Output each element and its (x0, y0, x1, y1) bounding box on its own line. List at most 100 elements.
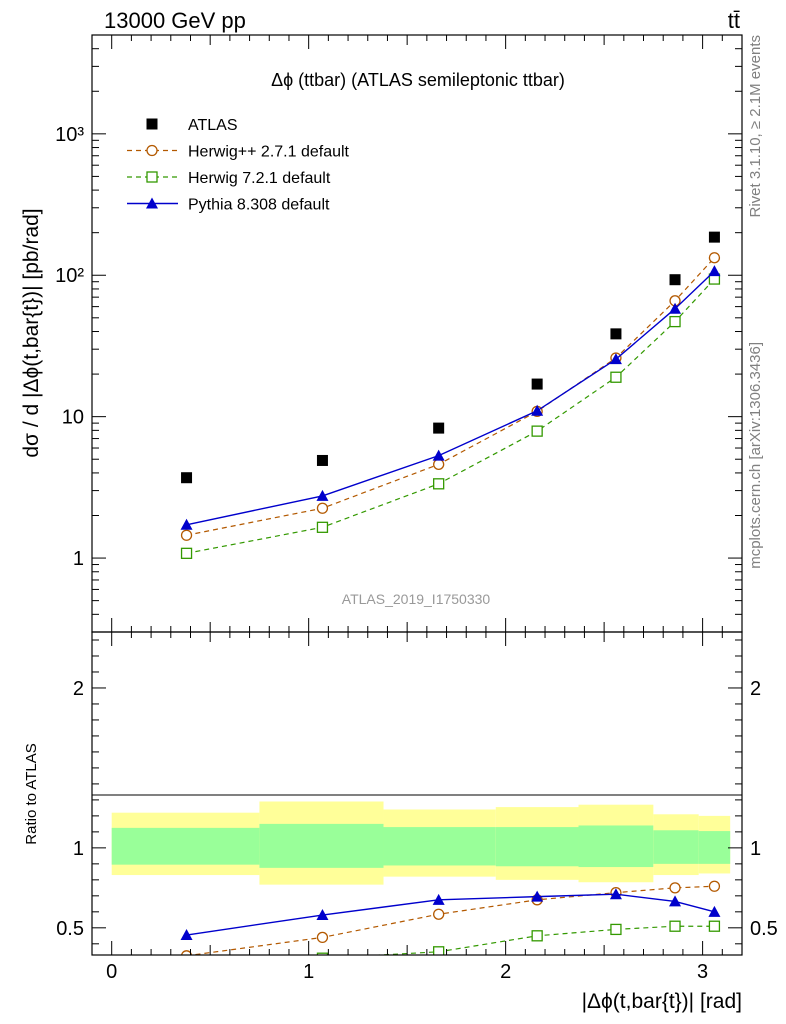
legend-item-herwig-2-7-1-default: Herwig++ 2.7.1 default (127, 144, 350, 161)
mcplots-label: mcplots.cern.ch [arXiv:1306.3436] (747, 342, 764, 569)
stat-uncertainty-band (495, 827, 579, 867)
data-point-pythia-8-308-default (316, 489, 329, 501)
ratio-point-herwig-2-7-1-default (316, 931, 329, 944)
ratio-point-herwig-7-2-1-default (433, 946, 445, 955)
ratio-point-pythia-8-308-default (180, 929, 193, 941)
ratio-point-herwig-7-2-1-default (669, 920, 681, 932)
y-tick-label: 10² (55, 265, 84, 287)
data-point-herwig-2-7-1-default (180, 529, 193, 541)
ratio-line-herwig-7-2-1-default (369, 925, 715, 955)
stat-uncertainty-band (111, 827, 260, 865)
data-point-herwig-2-7-1-default (433, 458, 445, 470)
legend-marker (146, 118, 158, 130)
data-point-atlas (708, 231, 720, 243)
series-herwig-2-7-1-default (180, 252, 721, 541)
stat-uncertainty-band (259, 823, 384, 868)
ratio-y-tick-label: 0.5 (56, 918, 84, 940)
x-tick-label: 3 (697, 961, 708, 983)
data-point-herwig-7-2-1-default (180, 547, 193, 559)
x-tick-label: 2 (500, 961, 511, 983)
ratio-point-herwig-7-2-1-default (610, 923, 622, 936)
data-point-herwig-7-2-1-default (531, 425, 543, 437)
series-herwig-7-2-1-default (180, 273, 721, 559)
data-point-herwig-7-2-1-default (433, 478, 445, 490)
data-point-pythia-8-308-default (609, 353, 622, 365)
stat-uncertainty-band (578, 825, 654, 868)
data-point-atlas (433, 422, 445, 434)
ratio-frame (91, 631, 743, 956)
ratio-y-tick-label-right: 2 (750, 678, 761, 700)
ratio-y-tick-label-right: 1 (750, 838, 761, 860)
legend-label: Herwig++ 2.7.1 default (188, 144, 350, 161)
y-tick-label: 10 (62, 407, 84, 429)
legend-item-atlas: ATLAS (146, 117, 238, 134)
x-tick-label: 1 (303, 961, 314, 983)
ratio-y-tick-label: 2 (73, 678, 84, 700)
ratio-point-herwig-7-2-1-default (316, 952, 329, 955)
data-point-atlas (669, 274, 681, 286)
uncertainty-bands (111, 801, 731, 885)
legend-label: Herwig 7.2.1 default (188, 170, 331, 187)
data-point-atlas (316, 454, 328, 466)
legend-marker (146, 171, 158, 183)
data-point-pythia-8-308-default (669, 302, 682, 314)
x-tick-label: 0 (106, 961, 117, 983)
ratio-point-pythia-8-308-default (708, 905, 721, 917)
ratio-point-pythia-8-308-default (669, 895, 682, 907)
y-tick-label: 1 (73, 548, 84, 570)
ratio-point-herwig-2-7-1-default (433, 908, 445, 920)
data-point-atlas (181, 472, 193, 484)
ratio-point-herwig-7-2-1-default (708, 920, 721, 932)
ratio-y-tick-label-right: 0.5 (750, 918, 778, 940)
ratio-point-pythia-8-308-default (609, 888, 622, 900)
ratio-point-herwig-7-2-1-default (531, 930, 543, 942)
stat-uncertainty-band (383, 827, 496, 866)
legend-label: ATLAS (188, 117, 238, 134)
data-point-herwig-7-2-1-default (316, 521, 329, 533)
ratio-series-pythia-8-308-default (180, 888, 721, 941)
data-point-herwig-7-2-1-default (669, 315, 681, 328)
ratio-panel: 0.5 0.5 1 1 2 2 0 1 2 3 Ratio to ATLAS |Δϕ(t,bar{… (23, 631, 778, 1013)
data-point-herwig-7-2-1-default (610, 371, 622, 383)
series-line-pythia-8-308-default (186, 270, 715, 526)
legend-label: Pythia 8.308 default (188, 197, 330, 214)
data-point-pythia-8-308-default (708, 265, 721, 277)
legend-marker (146, 144, 158, 157)
series-atlas (181, 231, 720, 484)
x-axis-label: |Δϕ(t,bar{t})| [rad] (582, 990, 742, 1013)
ratio-series-herwig-7-2-1-default (182, 920, 721, 974)
ratio-point-herwig-2-7-1-default (669, 882, 681, 894)
legend-item-herwig-7-2-1-default: Herwig 7.2.1 default (127, 170, 331, 187)
legend: ATLAS Herwig++ 2.7.1 default Herwig 7.2.1 … (127, 117, 350, 214)
ratio-y-axis-label: Ratio to ATLAS (23, 743, 40, 844)
watermark-label: ATLAS_2019_I1750330 (342, 591, 491, 607)
ratio-point-pythia-8-308-default (432, 893, 445, 905)
main-y-axis-label: dσ / d |Δϕ(t,bar{t})| [pb/rad] (20, 208, 43, 457)
series-line-herwig-7-2-1-default (186, 278, 715, 554)
ratio-y-tick-label: 1 (73, 838, 84, 860)
process-label: tt̄ (728, 8, 740, 33)
ratio-point-herwig-2-7-1-default (708, 880, 721, 892)
legend-marker (146, 197, 158, 209)
data-point-herwig-2-7-1-default (316, 502, 329, 514)
ratio-point-pythia-8-308-default (316, 909, 329, 921)
data-point-pythia-8-308-default (531, 404, 544, 416)
main-panel: 1 10 10² 10³ Δϕ (ttbar) (ATLAS semileptonic… (20, 34, 743, 633)
y-tick-label: 10³ (55, 124, 84, 146)
ratio-point-pythia-8-308-default (531, 890, 544, 902)
series-line-herwig-2-7-1-default (186, 257, 715, 536)
data-point-atlas (610, 328, 622, 340)
ratio-point-herwig-7-2-1-default (182, 964, 192, 974)
ratio-series-herwig-2-7-1-default (180, 880, 721, 955)
main-title: Δϕ (ttbar) (ATLAS semileptonic ttbar) (271, 70, 565, 90)
data-point-herwig-2-7-1-default (708, 252, 721, 264)
stat-uncertainty-band (653, 830, 699, 864)
stat-uncertainty-band (698, 831, 731, 864)
rivet-label: Rivet 3.1.10, ≥ 2.1M events (747, 35, 764, 218)
legend-item-pythia-8-308-default: Pythia 8.308 default (127, 197, 330, 214)
data-point-atlas (531, 378, 543, 390)
series-pythia-8-308-default (180, 265, 721, 530)
ratio-point-herwig-2-7-1-default (180, 950, 193, 955)
energy-label: 13000 GeV pp (104, 8, 246, 33)
